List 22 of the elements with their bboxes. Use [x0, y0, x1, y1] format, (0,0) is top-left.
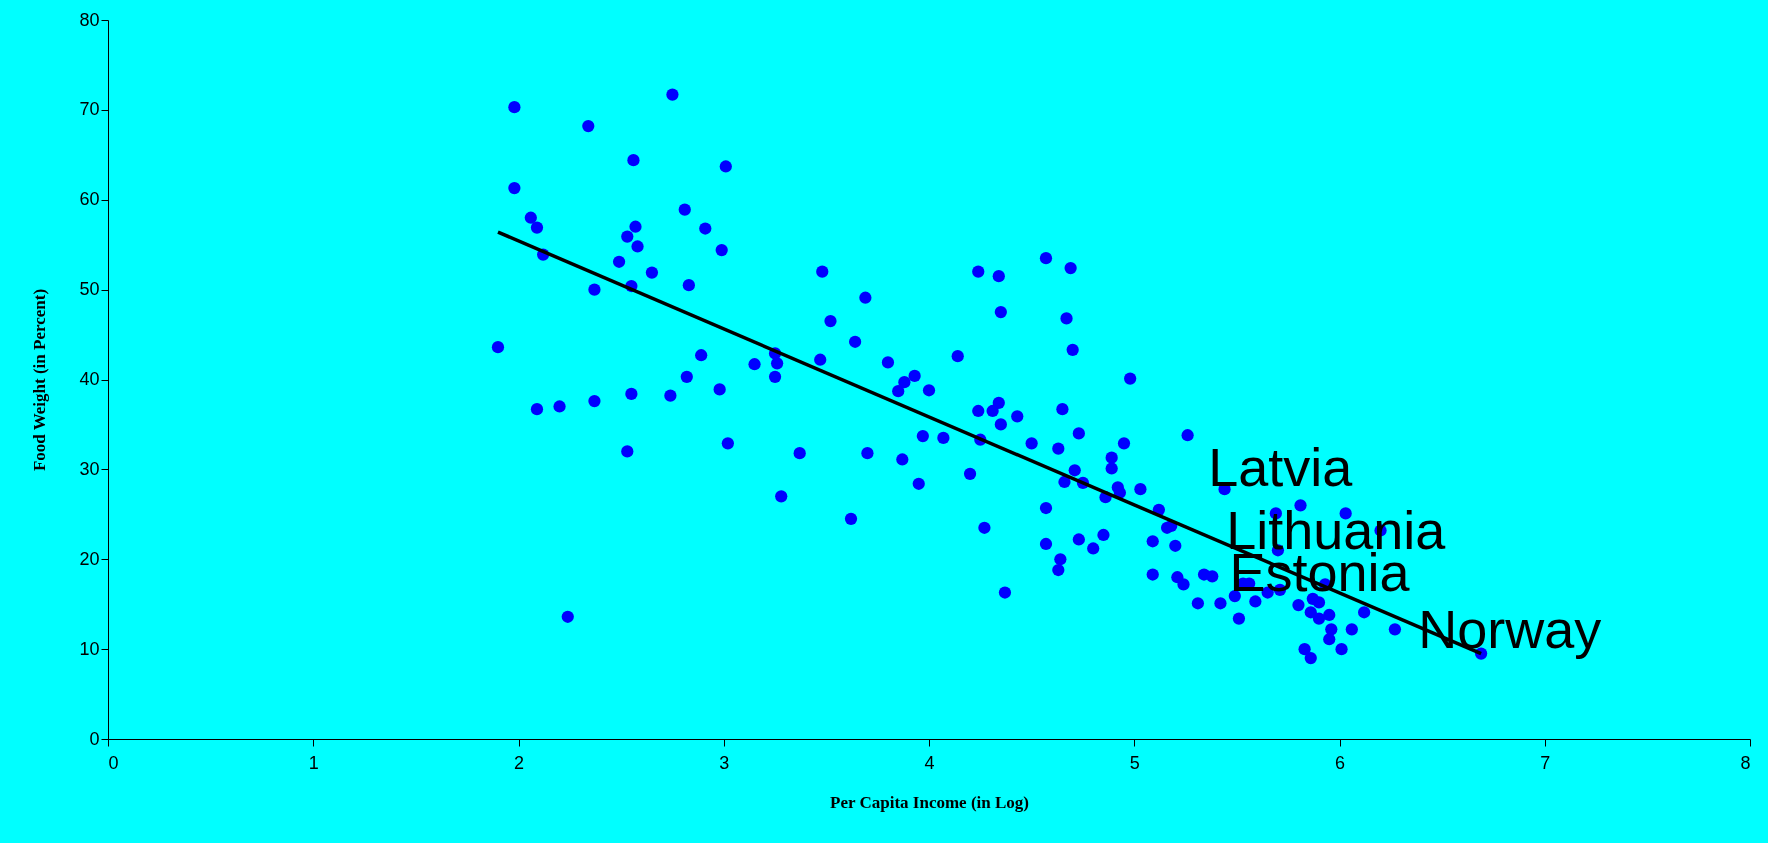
- y-tick-label: 40: [79, 369, 100, 389]
- y-tick-label: 70: [79, 99, 100, 120]
- x-tick-label: 1: [308, 752, 319, 773]
- annotation: Norway: [1418, 598, 1602, 659]
- y-tick-label: 10: [79, 638, 100, 659]
- x-tick-label: 2: [513, 752, 525, 773]
- y-tick-label: 30: [79, 458, 100, 479]
- x-tick-label: 6: [1334, 752, 1346, 773]
- y-tick-label: 0: [89, 728, 100, 749]
- x-tick-label: 3: [719, 752, 730, 773]
- y-tick-label: 50: [79, 279, 100, 300]
- x-tick-label: 0: [108, 752, 119, 773]
- x-tick-label: 8: [1740, 752, 1751, 773]
- annotation: Latvia: [1208, 437, 1354, 498]
- y-tick-label: 80: [79, 9, 100, 30]
- x-tick-label: 5: [1129, 752, 1140, 773]
- x-tick-label: 7: [1540, 752, 1551, 773]
- y-tick-label: 20: [79, 548, 100, 569]
- x-axis-title: Per Capita Income (in Log): [830, 792, 1029, 812]
- y-axis-title: Food Weight (in Percent): [30, 288, 50, 472]
- x-tick-label: 4: [924, 752, 935, 773]
- y-tick-label: 60: [79, 189, 100, 210]
